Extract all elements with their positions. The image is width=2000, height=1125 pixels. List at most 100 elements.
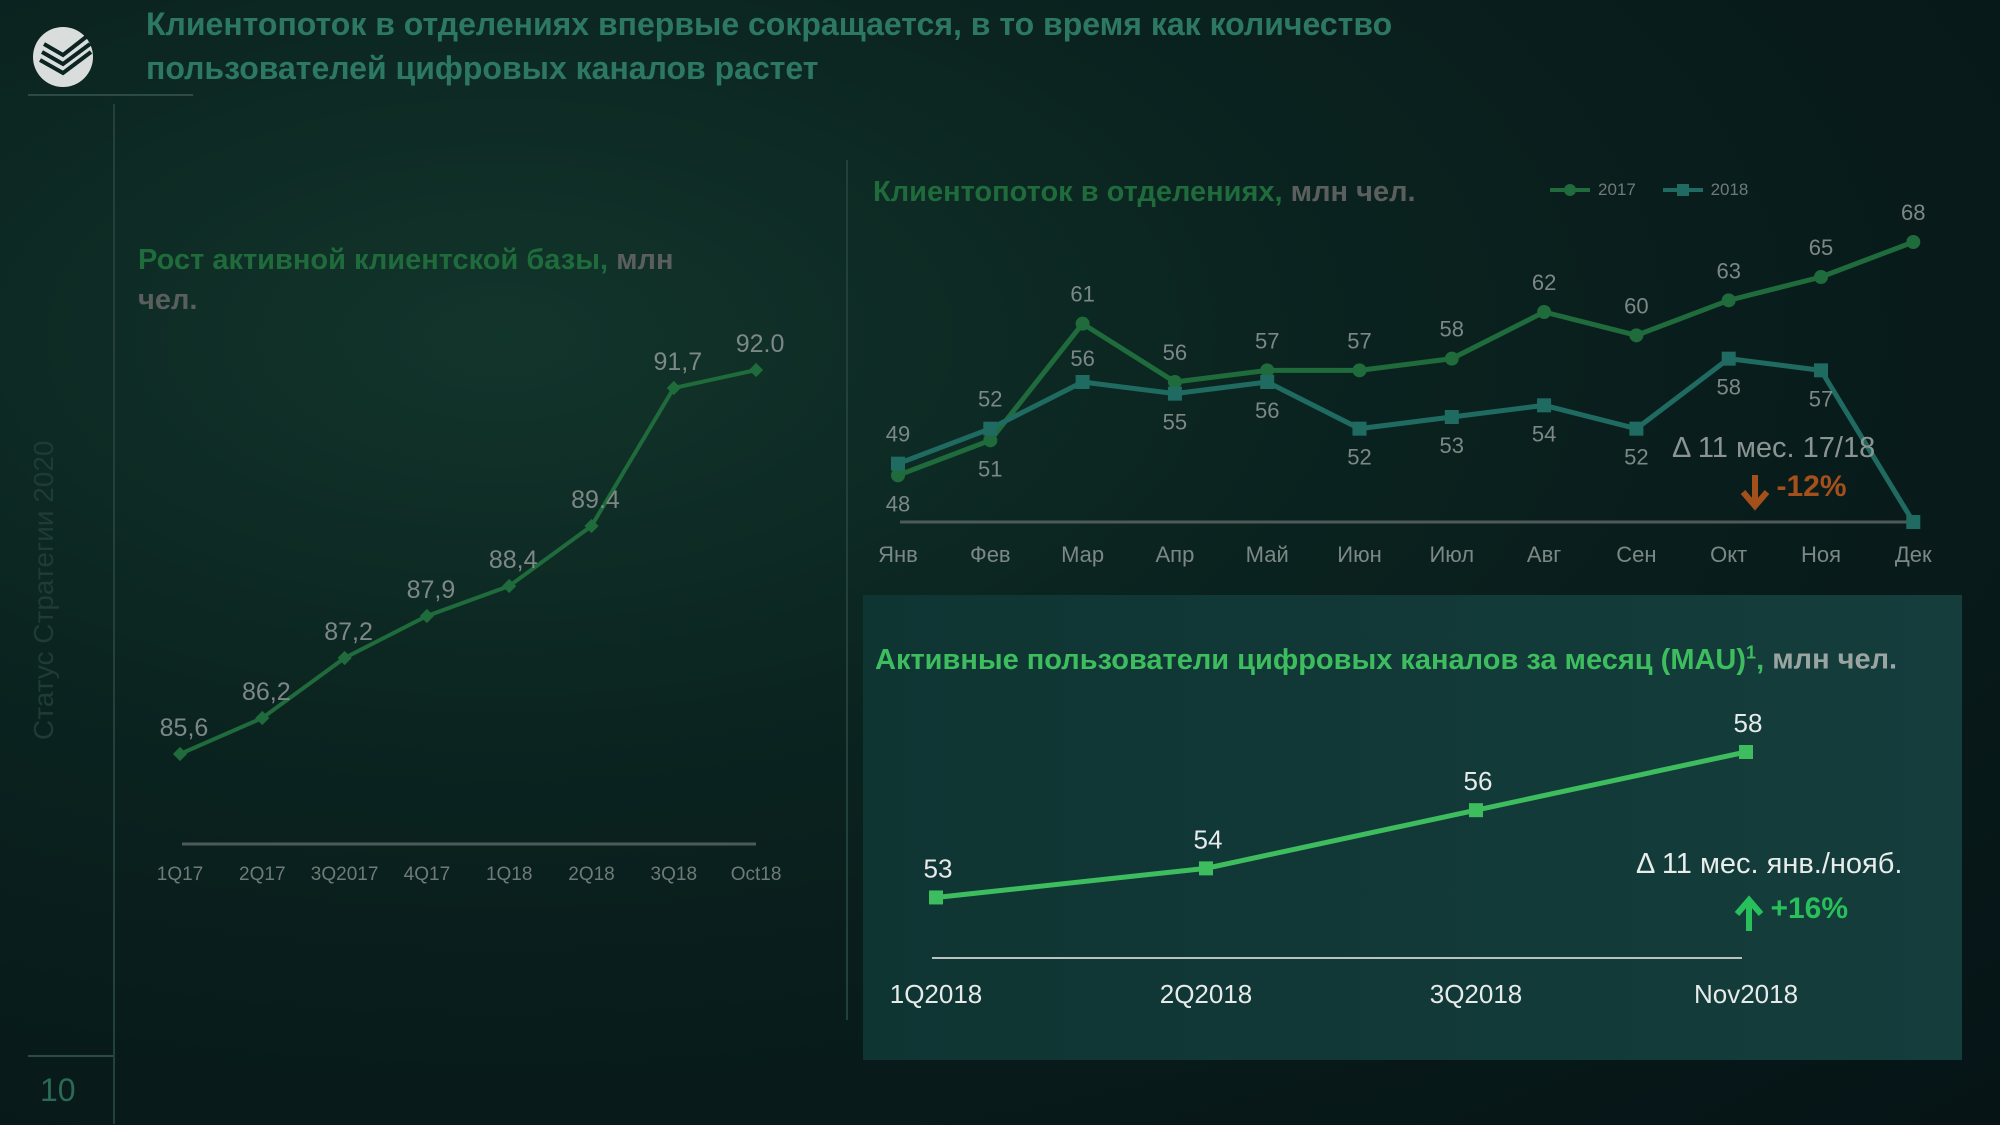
header-divider — [28, 94, 193, 96]
mau-delta-label: Δ 11 мес. янв./нояб. — [1636, 848, 1903, 880]
branch-delta-value: -12% — [1776, 470, 1847, 503]
series-2018-data-label: 54 — [1532, 421, 1556, 446]
client-base-tick-label: 3Q2017 — [311, 864, 379, 885]
mau-delta-value: +16% — [1770, 892, 1849, 925]
branch-tick-label: Фев — [970, 542, 1011, 567]
client-base-data-label: 89.4 — [571, 486, 620, 514]
arrow-down-icon — [1740, 474, 1770, 511]
page-title: Клиентопоток в отделениях впервые сокращ… — [146, 6, 1393, 86]
branch-tick-label: Сен — [1616, 542, 1656, 567]
client-base-tick-label: 1Q18 — [486, 864, 532, 885]
series-2017-point — [1721, 293, 1736, 308]
client-base-point — [255, 710, 270, 726]
series-2018-point — [891, 456, 905, 471]
branch-tick-label: Июн — [1337, 542, 1381, 567]
client-base-unit: млн чел. — [138, 244, 674, 316]
client-base-data-label: 87,2 — [324, 618, 373, 646]
legend-item-2017: 2017 — [1550, 180, 1636, 200]
mau-title-sep: , — [1756, 643, 1765, 676]
client-base-title-text: Рост активной клиентской базы, — [138, 244, 609, 276]
series-2018-point — [1444, 410, 1459, 424]
mau-title-text: Активные пользователи цифровых каналов з… — [875, 642, 1765, 676]
branch-tick-label: Дек — [1895, 542, 1932, 567]
series-2017-data-label: 57 — [1347, 328, 1371, 353]
client-base-chart-title: Рост активной клиентской базы, млн чел. — [138, 240, 738, 320]
series-2018-data-label: 52 — [1347, 445, 1371, 470]
sidebar-divider — [113, 104, 115, 1124]
branch-unit: млн чел. — [1290, 176, 1416, 208]
branch-delta-row: -12% — [1738, 470, 1847, 511]
client-base-tick-label: 3Q18 — [651, 864, 697, 885]
client-base-tick-label: 4Q17 — [404, 864, 450, 885]
branch-tick-label: Янв — [878, 542, 918, 567]
series-2017-data-label: 62 — [1532, 270, 1556, 295]
client-base-data-label: 91,7 — [653, 348, 702, 376]
branch-chart-title: Клиентопоток в отделениях, млн чел. — [873, 172, 1493, 212]
client-base-data-label: 92.0 — [736, 330, 785, 358]
client-base-point — [337, 650, 352, 666]
series-2018-data-label: 52 — [978, 387, 1002, 412]
branch-delta-label: Δ 11 мес. 17/18 — [1672, 432, 1876, 464]
legend-item-2018: 2018 — [1662, 180, 1749, 200]
series-2017-data-label: 56 — [1163, 340, 1187, 365]
client-base-point — [419, 608, 434, 624]
branch-tick-label: Ноя — [1801, 542, 1841, 567]
branch-tick-label: Окт — [1710, 542, 1747, 567]
series-2017-point — [1167, 375, 1182, 389]
branch-tick-label: Май — [1246, 542, 1289, 567]
series-2017-data-label: 60 — [1624, 293, 1648, 318]
legend-marker-circle-icon — [1550, 184, 1590, 196]
series-2018-point — [1167, 386, 1182, 401]
client-base-data-label: 86,2 — [242, 678, 291, 706]
sberbank-logo — [33, 27, 93, 87]
series-2018-data-label: 57 — [1809, 386, 1833, 411]
series-2017-point — [983, 433, 998, 448]
series-2018-point — [1260, 375, 1275, 389]
series-2018-data-label: 55 — [1163, 410, 1187, 435]
series-2017-data-label: 57 — [1255, 328, 1279, 353]
series-2018-data-label: 56 — [1255, 398, 1279, 423]
series-2017-line — [897, 239, 1915, 478]
charts-divider — [846, 160, 848, 1020]
client-base-tick-label: 2Q17 — [239, 864, 285, 885]
legend-marker-square-icon — [1662, 184, 1703, 196]
series-2018-data-label: 56 — [1070, 346, 1094, 371]
series-2018-data-label: 58 — [1716, 375, 1740, 400]
series-2018-point — [1906, 515, 1921, 529]
branch-tick-label: Авг — [1527, 542, 1561, 567]
series-2018-data-label: 53 — [1440, 433, 1464, 458]
branch-tick-label: Мар — [1061, 542, 1104, 567]
footnote-mark: 1 — [1746, 642, 1757, 662]
client-base-tick-label: 2Q18 — [568, 864, 614, 885]
mau-delta-row: +16% — [1732, 892, 1848, 933]
series-2017-point — [1444, 351, 1459, 366]
mau-unit: млн чел. — [1772, 643, 1898, 676]
legend-label-2018: 2018 — [1710, 180, 1749, 199]
branch-title-text: Клиентопоток в отделениях, — [873, 176, 1283, 208]
series-2017-data-label: 51 — [978, 456, 1002, 481]
client-base-data-label: 88,4 — [489, 546, 538, 574]
series-2018-point — [1352, 421, 1367, 436]
mau-chart-title: Активные пользователи цифровых каналов з… — [875, 632, 1925, 680]
series-2017-point — [1260, 363, 1275, 378]
client-base-point — [502, 578, 517, 594]
series-2018-point — [1075, 375, 1090, 389]
series-2017-point — [1906, 235, 1921, 249]
series-2017-data-label: 48 — [886, 491, 910, 516]
branch-tick-label: Июл — [1429, 542, 1474, 567]
client-base-data-label: 85,6 — [160, 714, 209, 742]
series-2017-point — [1814, 270, 1828, 284]
series-2017-data-label: 61 — [1070, 282, 1094, 307]
series-2017-data-label: 63 — [1716, 258, 1740, 283]
series-2018-point — [1537, 398, 1552, 413]
legend-label-2017: 2017 — [1598, 180, 1636, 199]
client-base-point — [749, 362, 764, 378]
series-2017-point — [1075, 316, 1090, 331]
client-base-point — [172, 746, 188, 762]
series-2017-data-label: 65 — [1809, 235, 1833, 260]
client-base-point — [584, 518, 599, 534]
series-2018-point — [983, 421, 998, 436]
branch-tick-label: Апр — [1155, 542, 1194, 567]
client-base-data-label: 87,9 — [407, 576, 456, 604]
